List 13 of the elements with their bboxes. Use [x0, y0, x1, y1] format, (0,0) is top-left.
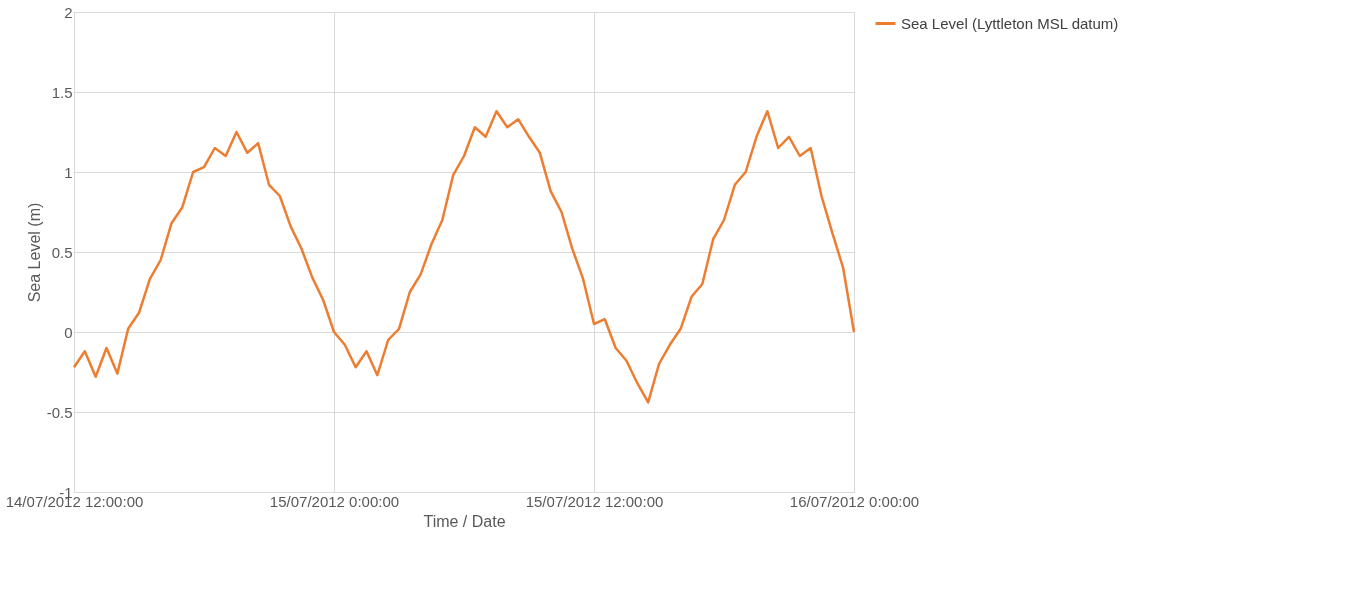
- x-tick-label: 15/07/2012 12:00:00: [525, 492, 664, 510]
- y-tick-label: -0.5: [46, 403, 73, 421]
- line-series: [72, 109, 856, 404]
- y-tick-label: 1: [64, 163, 73, 181]
- legend-label: Sea Level (Lyttleton MSL datum): [901, 14, 1119, 32]
- x-axis-title: Time / Date: [423, 512, 506, 530]
- y-tick-label: 1.5: [51, 83, 73, 101]
- x-tick-label: 16/07/2012 0:00:00: [789, 492, 920, 510]
- y-tick-label: 2: [64, 3, 73, 21]
- y-tick-label: 0: [64, 323, 73, 341]
- y-tick-label: 0.5: [51, 243, 73, 261]
- x-tick-label: 15/07/2012 0:00:00: [269, 492, 400, 510]
- y-axis-title: Sea Level (m): [25, 202, 43, 303]
